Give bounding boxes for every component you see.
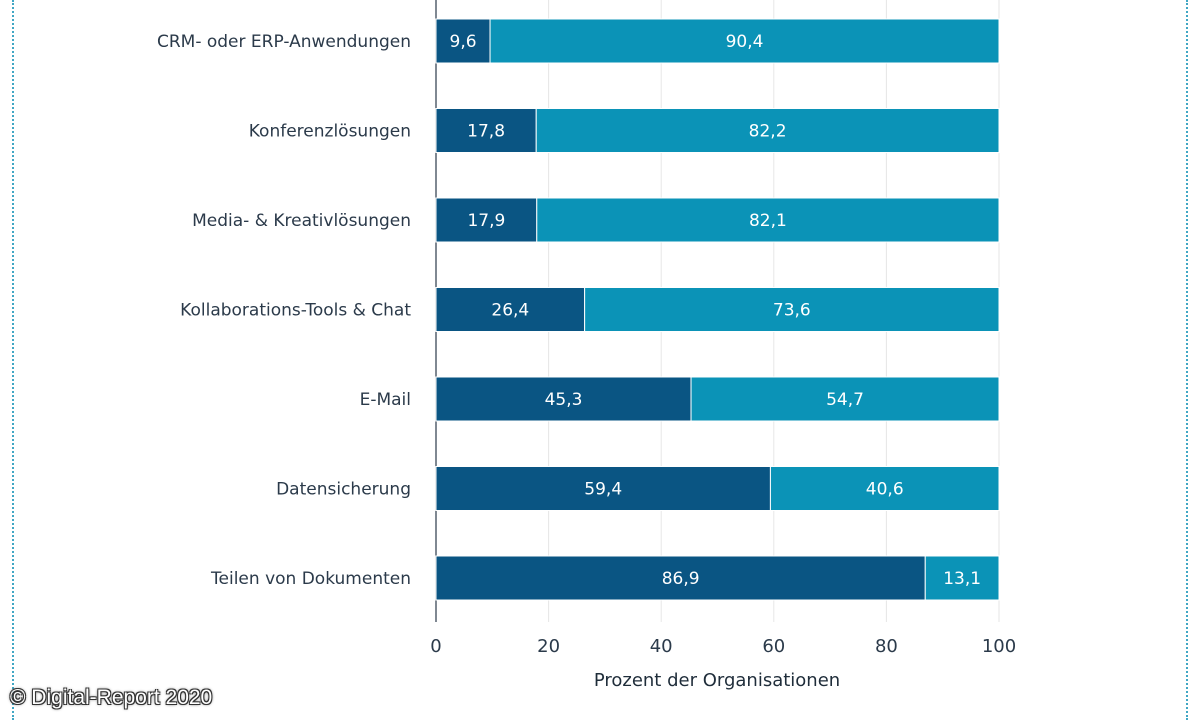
x-tick-label: 60 [762,636,785,657]
bar-segment-series-1 [435,197,538,243]
watermark: © Digital-Report 2020 [10,686,213,709]
data-label: 86,9 [662,569,700,589]
data-label: 82,1 [749,211,787,231]
x-tick-label: 0 [430,636,441,657]
category-label: Konferenzlösungen [249,122,411,142]
category-label: Kollaborations-Tools & Chat [180,301,411,321]
bar-segment-series-1 [435,466,771,511]
data-label: 45,3 [545,390,583,410]
bar-segment-series-2 [535,108,1000,153]
data-label: 90,4 [726,32,764,52]
category-label: CRM- oder ERP-Anwendungen [157,32,411,52]
bar-segment-series-2 [769,466,1000,511]
data-label: 13,1 [943,569,981,589]
left-border [12,0,14,720]
bar-segment-series-1 [435,108,537,153]
x-axis-title: Prozent der Organisationen [594,670,840,691]
category-label: E-Mail [360,390,411,410]
bar-segment-series-2 [690,376,1000,422]
bar-segment-series-2 [489,18,1000,64]
data-label: 9,6 [450,32,477,52]
bars: 9,6 90,4 17,8 82,2 17,9 82,1 26,4 73,6 45,3 54,7 5… [435,18,1000,601]
x-tick-label: 80 [875,636,898,657]
data-label: 17,9 [467,211,505,231]
right-border [1186,0,1188,720]
data-label: 82,2 [749,122,787,142]
bar-segment-series-2 [924,555,1000,601]
bar-segment-series-1 [435,287,586,332]
data-label: 59,4 [584,480,622,500]
x-axis-ticks: 0 20 40 60 80 100 [430,636,1016,657]
category-label: Teilen von Dokumenten [210,569,411,589]
category-label: Media- & Kreativlösungen [192,211,411,231]
data-label: 54,7 [826,390,864,410]
category-labels: CRM- oder ERP-Anwendungen Konferenzlösung… [157,32,411,589]
category-label: Datensicherung [276,480,411,500]
x-tick-label: 40 [650,636,673,657]
bar-segment-series-1 [435,555,926,601]
data-label: 40,6 [866,480,904,500]
x-tick-label: 20 [537,636,560,657]
data-label: 17,8 [467,122,505,142]
data-label: 73,6 [773,301,811,321]
data-label: 26,4 [491,301,529,321]
bar-segment-series-2 [536,197,1000,243]
bar-segment-series-2 [584,287,1000,332]
x-tick-label: 100 [982,636,1016,657]
